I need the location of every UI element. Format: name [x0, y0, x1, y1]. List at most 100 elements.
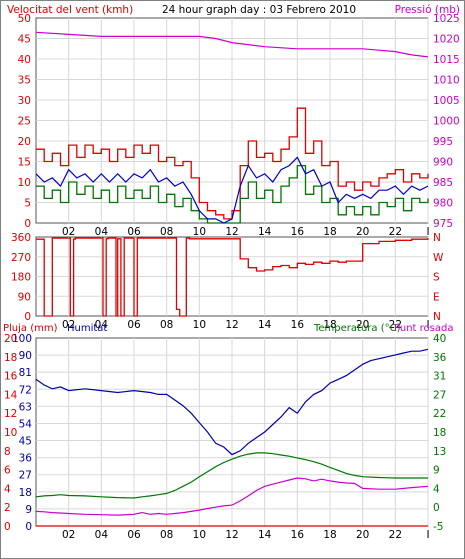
y-tick-label-rain: 14	[4, 389, 18, 401]
y-tick-label-right: 9	[433, 465, 440, 477]
y-tick-label-right: 975	[433, 218, 453, 230]
y-tick-label-left: 50	[18, 13, 31, 25]
x-tick-label: 06	[127, 226, 141, 238]
y-tick-label-left: 18	[19, 487, 32, 499]
series-line	[35, 452, 428, 499]
x-tick-label: 20	[356, 226, 369, 238]
y-tick-label-left: 63	[19, 401, 32, 413]
x-tick-label: 14	[258, 319, 272, 331]
wind-pressure-panel: 02 04 06 08 10 12 14 16 18 20 22 I05101520253035404…	[18, 13, 460, 238]
y-tick-label-right: 1005	[433, 95, 460, 107]
series-line	[35, 348, 429, 456]
y-tick-label-left: 100	[12, 333, 32, 345]
x-tick-label: 22	[389, 319, 402, 331]
y-tick-label-left: 54	[19, 418, 33, 430]
series-line	[36, 164, 429, 224]
x-tick-label: 10	[193, 529, 206, 541]
series-line	[35, 31, 429, 58]
y-tick-label-left: 45	[19, 436, 32, 448]
dewpoint-title: Punt rosada	[394, 323, 453, 334]
humidity-temperature-panel: 02 04 06 08 10 12 14 16 18 20 22 I09182736455463728…	[4, 333, 447, 541]
y-tick-label-left: 20	[18, 136, 31, 148]
x-tick-label: 04	[95, 529, 109, 541]
y-tick-label-right: 13	[433, 446, 446, 458]
x-tick-label: 22	[389, 529, 402, 541]
y-tick-label-left: 270	[11, 252, 31, 264]
x-tick-label: 02	[62, 529, 75, 541]
y-tick-label-left: 9	[25, 504, 32, 516]
y-tick-label-rain: 10	[4, 427, 17, 439]
y-tick-label-right: 990	[433, 157, 453, 169]
y-tick-label-rain: 16	[4, 371, 18, 383]
y-tick-label-right: 36	[433, 352, 447, 364]
series-line	[36, 107, 429, 220]
rain-title: Pluja (mm)	[3, 323, 58, 334]
pressure-title: Pressió (mb)	[395, 4, 460, 16]
x-tick-label: 12	[225, 319, 238, 331]
x-tick-label: 16	[291, 226, 305, 238]
y-tick-label-right: W	[433, 252, 444, 264]
x-tick-label: 14	[258, 226, 272, 238]
x-tick-label: 12	[225, 226, 238, 238]
x-tick-label: 06	[127, 529, 141, 541]
y-tick-label-left: 5	[24, 198, 31, 210]
x-tick-label: 20	[356, 319, 369, 331]
y-tick-label-right: 985	[433, 177, 453, 189]
y-tick-label-right: N	[433, 232, 441, 244]
x-tick-label: 02	[62, 226, 75, 238]
y-tick-label-right: 1020	[433, 34, 460, 46]
y-tick-label-rain: 8	[4, 446, 11, 458]
y-tick-label-right: -5	[433, 521, 443, 533]
series-line	[35, 477, 429, 516]
y-tick-label-left: 90	[18, 291, 31, 303]
humidity-title: Humitat	[67, 323, 107, 334]
y-tick-label-left: 90	[19, 350, 32, 362]
x-tick-label: 04	[95, 226, 109, 238]
y-tick-label-rain: 0	[4, 521, 11, 533]
y-tick-label-left: 81	[19, 367, 32, 379]
y-tick-label-left: 0	[24, 218, 31, 230]
y-tick-label-left: 40	[18, 54, 31, 66]
y-tick-label-right: 980	[433, 198, 453, 210]
y-tick-label-left: 72	[19, 384, 32, 396]
x-tick-label: 12	[225, 529, 238, 541]
x-tick-label: 06	[127, 319, 141, 331]
x-tick-label: 22	[389, 226, 402, 238]
y-tick-label-left: 0	[24, 311, 31, 323]
date-title: 24 hour graph day : 03 Febrero 2010	[162, 4, 356, 16]
y-tick-label-left: 180	[11, 272, 31, 284]
y-tick-label-right: 40	[433, 333, 446, 345]
y-tick-label-left: 36	[19, 453, 33, 465]
x-tick-label: 18	[323, 319, 336, 331]
x-tick-label: I	[426, 319, 429, 331]
y-tick-label-right: S	[433, 272, 440, 284]
y-tick-label-left: 25	[18, 116, 31, 128]
y-tick-label-left: 45	[18, 34, 31, 46]
x-tick-label: 10	[193, 226, 206, 238]
wind-speed-title: Velocitat del vent (kmh)	[7, 4, 133, 16]
y-tick-label-right: 18	[433, 427, 446, 439]
y-tick-label-right: 1025	[433, 13, 460, 25]
y-tick-label-right: 0	[433, 502, 440, 514]
x-tick-label: 02	[62, 319, 75, 331]
x-tick-label: 20	[356, 529, 369, 541]
y-tick-label-rain: 20	[4, 333, 17, 345]
temperature-title: Temperatura (°C)	[313, 323, 401, 334]
x-tick-label: I	[426, 529, 429, 541]
x-tick-label: 14	[258, 529, 272, 541]
y-tick-label-rain: 2	[4, 502, 11, 514]
y-tick-label-right: 22	[433, 408, 446, 420]
y-tick-label-left: 30	[18, 95, 31, 107]
x-tick-label: 18	[323, 529, 336, 541]
x-tick-label: 08	[160, 319, 173, 331]
x-tick-label: I	[426, 226, 429, 238]
x-tick-label: 16	[291, 529, 305, 541]
y-tick-label-right: 1015	[433, 54, 460, 66]
y-tick-label-rain: 18	[4, 352, 17, 364]
y-tick-label-right: N	[433, 311, 441, 323]
x-tick-label: 18	[323, 226, 336, 238]
y-tick-label-right: 31	[433, 371, 446, 383]
